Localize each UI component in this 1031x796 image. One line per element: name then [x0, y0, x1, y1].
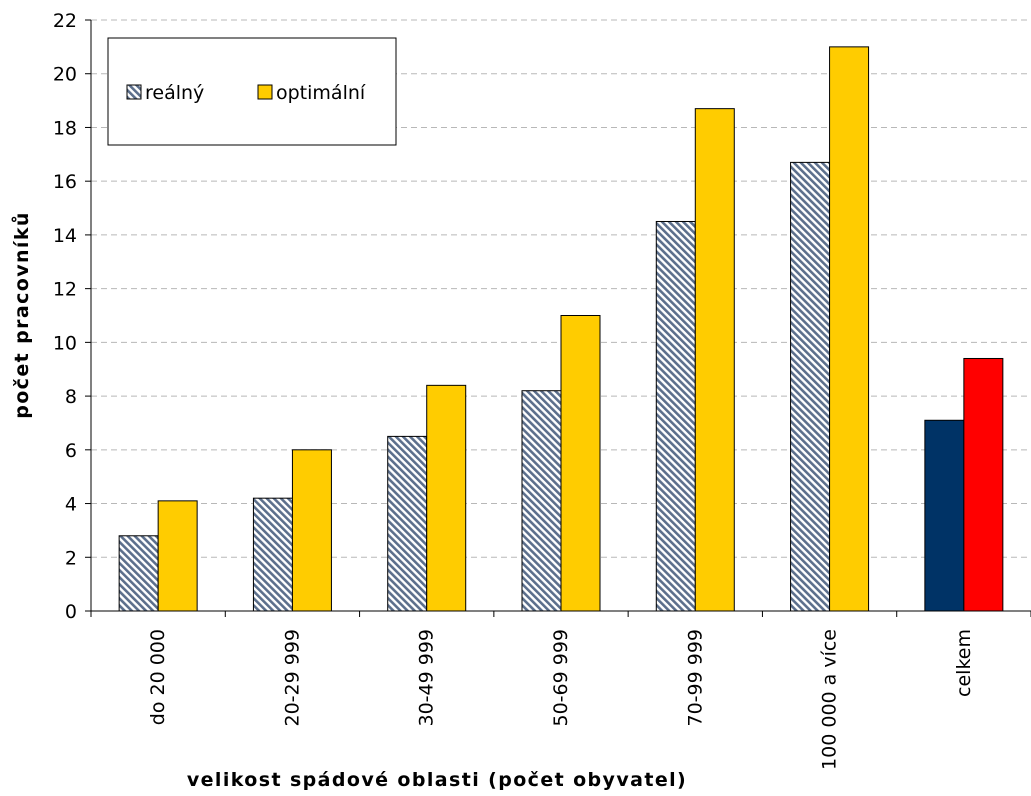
bar-realny-50-69-999 — [521, 390, 562, 612]
bar-realny-100-000-a-vice — [790, 161, 831, 612]
axes — [85, 19, 1031, 617]
x-tick-label-30-49-999: 30-49 999 — [416, 629, 438, 727]
bar-realny-30-49-999 — [387, 435, 428, 612]
legend-label-optimalni: optimální — [276, 82, 366, 104]
x-tick-label-20-29-999: 20-29 999 — [281, 629, 303, 727]
x-tick-label-do-20-000: do 20 000 — [147, 629, 169, 725]
y-tick-label-8: 8 — [65, 386, 77, 408]
x-axis-title: velikost spádové oblasti (počet obyvatel… — [187, 769, 687, 791]
y-tick-labels: 0 2 4 6 8 10 12 14 16 18 20 22 — [53, 10, 77, 623]
x-tick-label-70-99-999: 70-99 999 — [684, 629, 706, 727]
bar-optimalni-50-69-999 — [560, 315, 601, 612]
bar-optimalni-celkem — [963, 357, 1004, 612]
bars — [118, 46, 1004, 612]
bar-realny-20-29-999 — [252, 497, 293, 612]
bar-optimalni-100-000-a-vice — [829, 46, 870, 612]
bar-realny-do-20-000 — [118, 535, 159, 612]
bar-optimalni-30-49-999 — [426, 384, 467, 612]
x-tick-label-50-69-999: 50-69 999 — [550, 629, 572, 727]
legend-swatch-realny — [126, 84, 142, 100]
y-tick-label-16: 16 — [53, 171, 77, 193]
bar-realny-70-99-999 — [655, 220, 696, 612]
y-tick-label-12: 12 — [53, 279, 77, 301]
y-tick-label-14: 14 — [53, 225, 77, 247]
legend-swatch-optimalni — [257, 84, 273, 100]
y-tick-label-0: 0 — [65, 601, 77, 623]
y-tick-label-6: 6 — [65, 440, 77, 462]
x-tick-label-100-000-a-vice: 100 000 a více — [819, 629, 841, 770]
legend-box — [107, 37, 397, 146]
x-tick-label-celkem: celkem — [953, 629, 975, 697]
y-axis-title: počet pracovníků — [10, 211, 33, 419]
bar-optimalni-70-99-999 — [694, 108, 735, 612]
legend-label-realny: reálný — [145, 82, 204, 104]
y-tick-label-2: 2 — [65, 547, 77, 569]
y-tick-label-20: 20 — [53, 64, 77, 86]
x-tick-labels: do 20 000 20-29 999 30-49 999 50-69 999 70-9… — [147, 629, 975, 770]
bar-realny-celkem — [924, 419, 965, 612]
y-tick-label-18: 18 — [53, 117, 77, 139]
y-tick-label-22: 22 — [53, 10, 77, 32]
bar-optimalni-20-29-999 — [291, 449, 332, 612]
bar-optimalni-do-20-000 — [157, 500, 198, 612]
legend: reálný optimální — [107, 37, 397, 146]
y-tick-label-4: 4 — [65, 494, 77, 516]
y-tick-label-10: 10 — [53, 332, 77, 354]
